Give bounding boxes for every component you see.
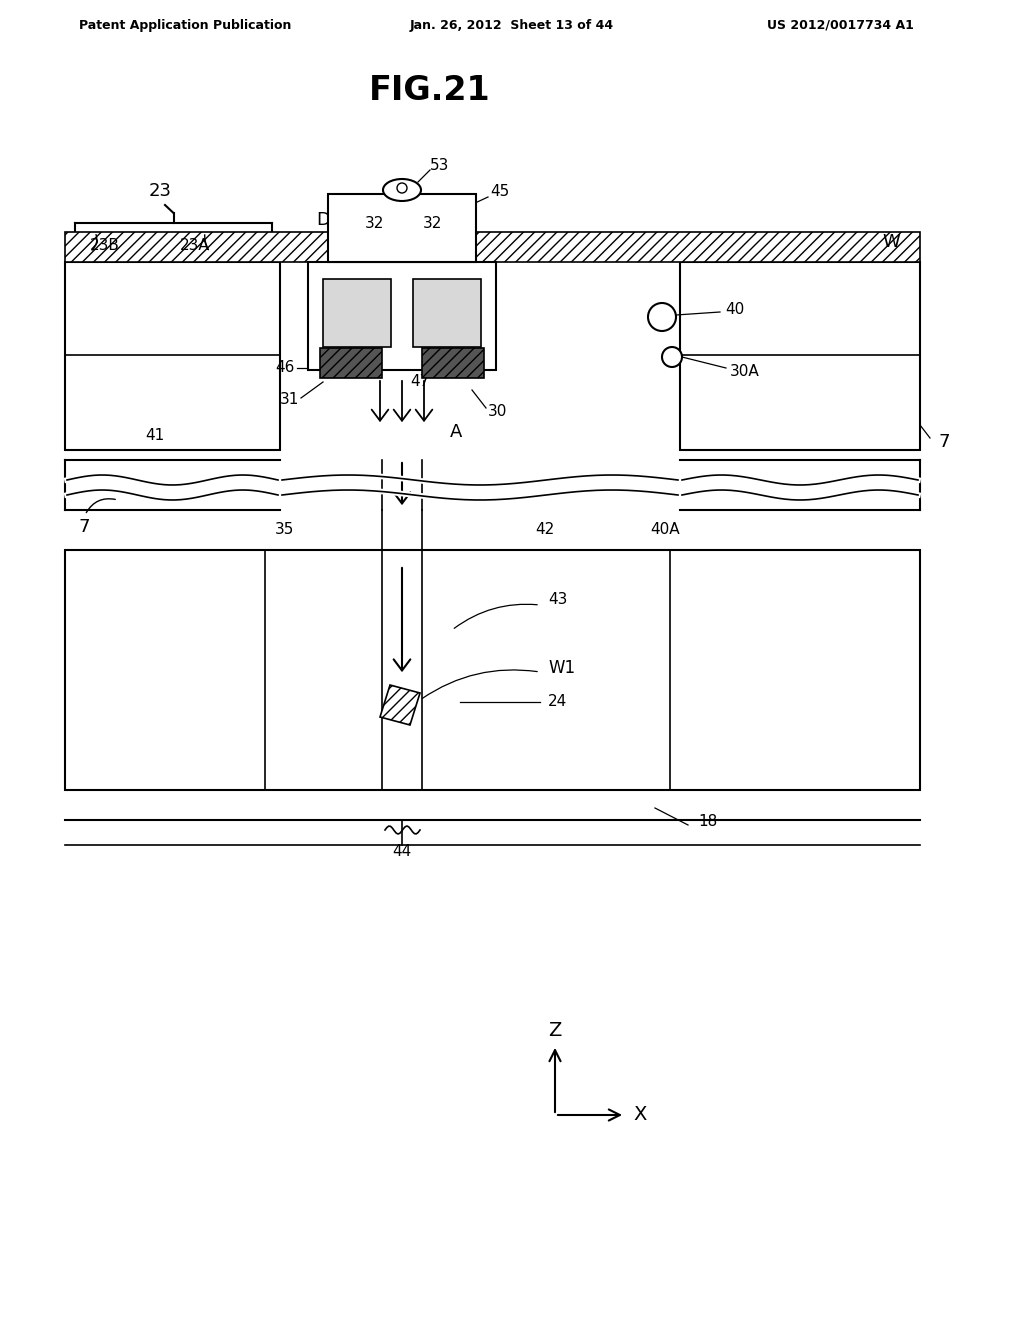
Bar — [413, 279, 481, 347]
Bar — [328, 194, 476, 261]
Text: 23A: 23A — [180, 238, 210, 252]
Text: 46: 46 — [275, 360, 295, 375]
Text: 42: 42 — [536, 523, 555, 537]
Text: US 2012/0017734 A1: US 2012/0017734 A1 — [767, 18, 913, 32]
Bar — [65, 261, 280, 450]
Text: 31: 31 — [280, 392, 299, 408]
Text: 40: 40 — [725, 302, 744, 318]
Text: Jan. 26, 2012  Sheet 13 of 44: Jan. 26, 2012 Sheet 13 of 44 — [410, 18, 614, 32]
Text: 24: 24 — [548, 694, 567, 710]
Bar — [308, 261, 496, 370]
Bar — [323, 279, 391, 347]
Text: 23B: 23B — [90, 238, 120, 252]
Bar — [65, 232, 920, 261]
Text: 47: 47 — [411, 375, 430, 389]
Text: 53: 53 — [430, 157, 450, 173]
Text: 40A: 40A — [650, 523, 680, 537]
Bar — [319, 348, 382, 378]
Text: 44: 44 — [392, 845, 412, 859]
Text: 35: 35 — [275, 523, 295, 537]
Bar — [422, 348, 484, 378]
Text: 23: 23 — [148, 182, 171, 201]
Polygon shape — [380, 685, 420, 725]
Text: 32: 32 — [437, 305, 457, 321]
Text: Z: Z — [548, 1020, 562, 1040]
Text: A: A — [450, 422, 463, 441]
Text: 7: 7 — [78, 517, 89, 536]
Circle shape — [662, 347, 682, 367]
Text: 41: 41 — [145, 428, 165, 442]
Text: 32: 32 — [422, 215, 441, 231]
Text: 30: 30 — [488, 404, 507, 420]
Text: 30A: 30A — [730, 364, 760, 380]
Text: 7: 7 — [938, 433, 949, 451]
Text: D: D — [316, 211, 330, 228]
Ellipse shape — [383, 180, 421, 201]
Circle shape — [397, 183, 407, 193]
Text: 45: 45 — [490, 185, 509, 199]
Bar — [65, 550, 920, 789]
Text: 18: 18 — [698, 814, 717, 829]
Text: 32: 32 — [347, 305, 367, 321]
Text: W: W — [882, 234, 900, 251]
Text: X: X — [633, 1106, 647, 1125]
Text: W1: W1 — [548, 659, 575, 677]
Text: FIG.21: FIG.21 — [370, 74, 490, 107]
Text: Patent Application Publication: Patent Application Publication — [79, 18, 291, 32]
Circle shape — [648, 304, 676, 331]
Text: 32: 32 — [366, 215, 385, 231]
Bar — [680, 261, 920, 450]
Text: 43: 43 — [548, 593, 567, 607]
